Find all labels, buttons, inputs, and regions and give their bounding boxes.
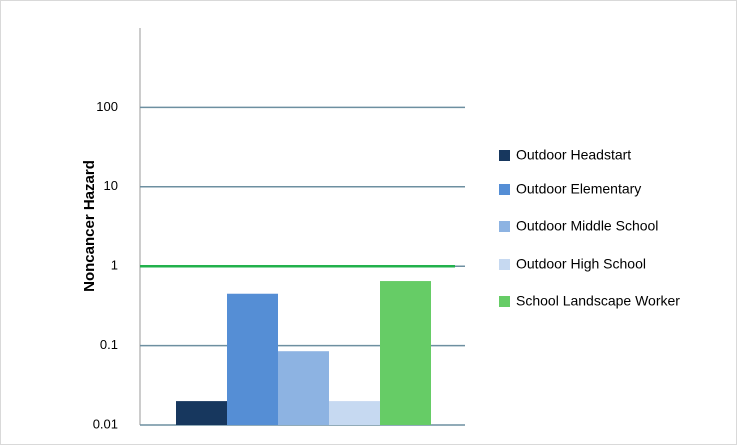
y-tick-label: 1 bbox=[111, 258, 118, 273]
bar bbox=[380, 281, 431, 425]
legend-swatch bbox=[499, 150, 510, 161]
y-tick-label: 10 bbox=[104, 178, 118, 193]
bar bbox=[227, 293, 278, 425]
legend-label: Outdoor Headstart bbox=[516, 147, 631, 163]
bar bbox=[278, 351, 329, 425]
legend-swatch bbox=[499, 259, 510, 270]
bar bbox=[329, 401, 380, 425]
legend-label: Outdoor High School bbox=[516, 256, 646, 272]
legend-label: School Landscape Worker bbox=[516, 293, 680, 309]
y-tick-label: 0.01 bbox=[93, 416, 118, 431]
y-axis-label: Noncancer Hazard bbox=[81, 160, 98, 292]
legend-label: Outdoor Elementary bbox=[516, 181, 641, 197]
y-tick-label: 0.1 bbox=[100, 337, 118, 352]
bar bbox=[176, 401, 227, 425]
y-tick-label: 100 bbox=[96, 99, 118, 114]
legend-swatch bbox=[499, 296, 510, 307]
legend-swatch bbox=[499, 184, 510, 195]
legend-label: Outdoor Middle School bbox=[516, 218, 658, 234]
legend-swatch bbox=[499, 221, 510, 232]
